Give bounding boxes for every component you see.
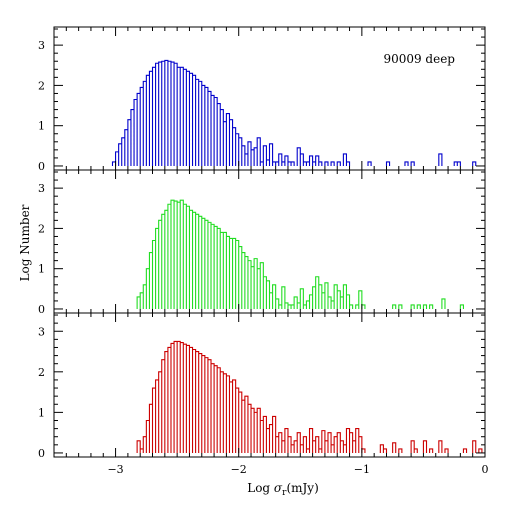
x-axis-title-subscript: r: [282, 488, 287, 498]
x-axis-title-unit: (mJy): [286, 481, 318, 495]
panel-3-y-tick-label: 1: [38, 406, 45, 419]
annotation-label: 90009 deep: [383, 52, 455, 66]
panel-3-x-tick-label: −2: [231, 463, 247, 476]
x-axis-title: Log σr(mJy): [247, 481, 319, 498]
x-axis-title-prefix: Log: [247, 481, 274, 495]
panel-1-y-tick-label: 0: [38, 160, 45, 173]
panel-2-y-tick-label: 2: [38, 222, 45, 235]
panel-3-x-tick-label: 0: [482, 463, 489, 476]
panel-1-y-tick-label: 3: [38, 39, 45, 52]
panel-3-frame: [53, 312, 486, 458]
panel-3-x-tick-label: −1: [354, 463, 370, 476]
panel-1-y-tick-label: 2: [38, 79, 45, 92]
y-axis-title: Log Number: [18, 204, 32, 281]
panels-layer: 0 1 2 3 0 1 2 3 0 1 2 3 −3 −2 −1 0: [38, 26, 489, 476]
panel-3-x-tick-label: −3: [107, 463, 123, 476]
panel-3-y-tick-label: 3: [38, 325, 45, 338]
panel-2-y-tick-label: 1: [38, 263, 45, 276]
panel-3-y-tick-label: 0: [38, 447, 45, 460]
panel-3-histogram-series: [136, 340, 483, 453]
panel-3-y-tick-label: 2: [38, 366, 45, 379]
x-axis-title-sigma: σ: [274, 481, 283, 495]
panel-1-y-tick-label: 1: [38, 120, 45, 133]
panel-2-histogram-series: [136, 199, 464, 309]
panel-1-histogram-series: [111, 59, 477, 166]
panel-2-y-tick-label: 3: [38, 182, 45, 195]
panel-2-y-tick-label: 0: [38, 303, 45, 316]
